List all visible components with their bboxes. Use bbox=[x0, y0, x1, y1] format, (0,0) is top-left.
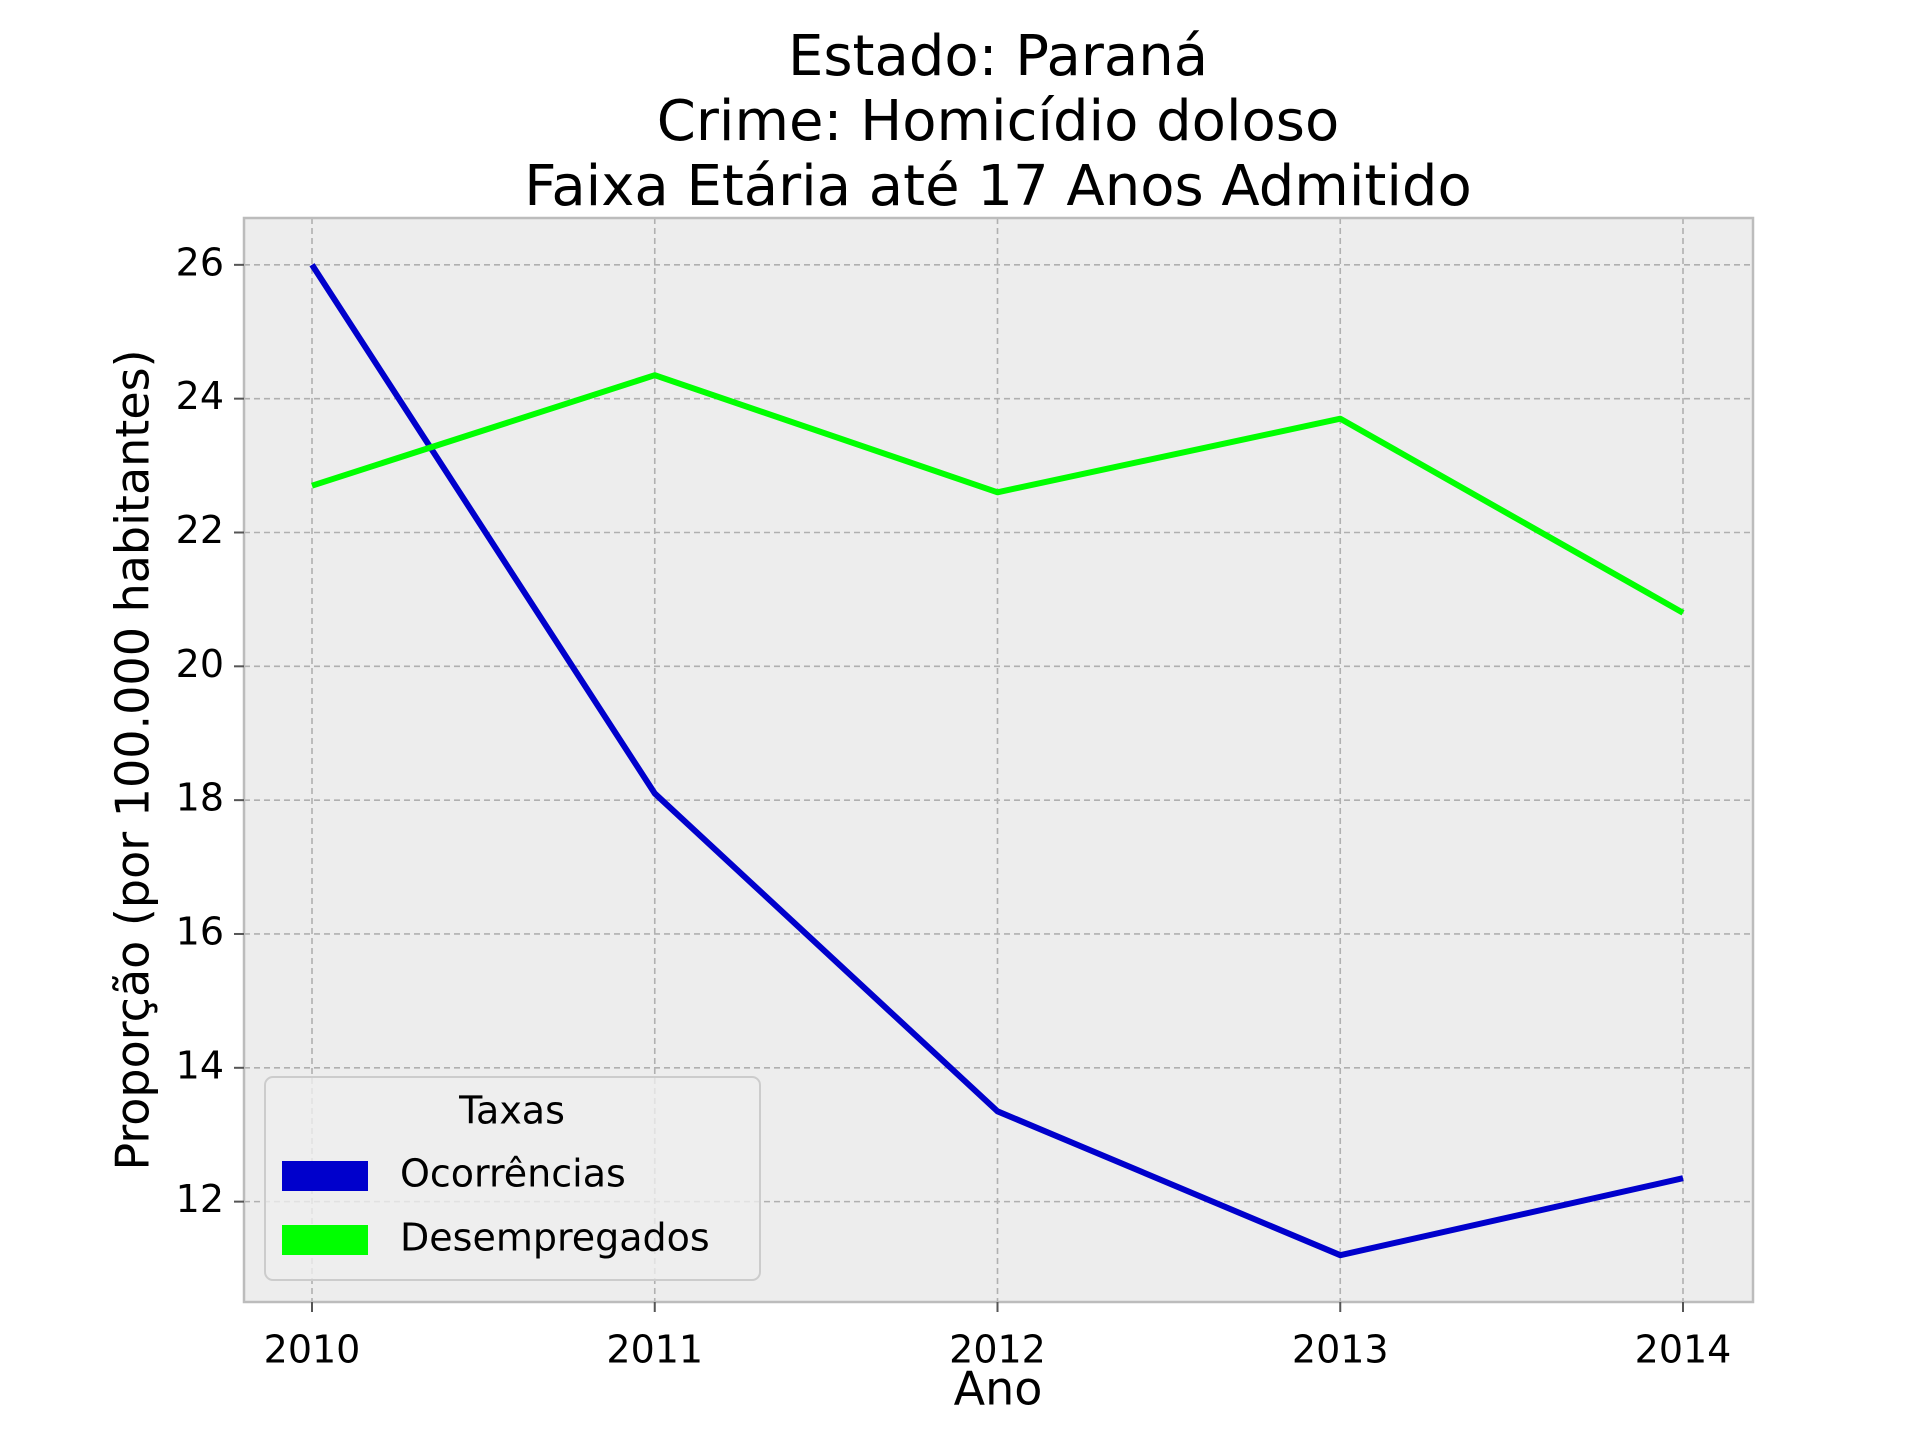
y-tick-label: 16 bbox=[176, 909, 224, 953]
title-line-3: Faixa Etária até 17 Anos Admitido bbox=[524, 154, 1472, 219]
legend-label: Ocorrências bbox=[400, 1152, 626, 1196]
x-tick-label: 2012 bbox=[949, 1328, 1046, 1372]
y-tick-label: 18 bbox=[176, 776, 224, 820]
y-tick-label: 26 bbox=[176, 240, 224, 284]
x-tick-label: 2014 bbox=[1635, 1328, 1732, 1372]
legend-title: Taxas bbox=[458, 1089, 565, 1133]
y-tick-label: 22 bbox=[176, 508, 224, 552]
x-tick-label: 2010 bbox=[264, 1328, 361, 1372]
x-tick-label: 2013 bbox=[1292, 1328, 1389, 1372]
y-tick-label: 14 bbox=[176, 1043, 224, 1087]
y-axis: 12 14 16 18 20 22 24 26 bbox=[176, 240, 244, 1221]
y-tick-label: 20 bbox=[176, 642, 224, 686]
title-line-2: Crime: Homicídio doloso bbox=[657, 89, 1339, 154]
y-tick-label: 24 bbox=[176, 374, 224, 418]
x-axis: 2010 2011 2012 2013 2014 bbox=[264, 1302, 1732, 1372]
series-layer bbox=[309, 263, 1685, 1259]
legend-box bbox=[264, 1076, 761, 1281]
title-line-1: Estado: Paraná bbox=[788, 24, 1208, 89]
legend-swatch bbox=[282, 1161, 368, 1191]
grid bbox=[244, 218, 1753, 1302]
y-axis-label: Proporção (por 100.000 habitantes) bbox=[106, 349, 160, 1170]
y-tick-label: 12 bbox=[176, 1177, 224, 1221]
legend-swatch bbox=[282, 1225, 368, 1255]
legend-label: Desempregados bbox=[400, 1216, 710, 1260]
legend: Taxas Ocorrências Desempregados bbox=[264, 1076, 761, 1281]
x-axis-label: Ano bbox=[954, 1362, 1043, 1416]
x-tick-label: 2011 bbox=[606, 1328, 703, 1372]
